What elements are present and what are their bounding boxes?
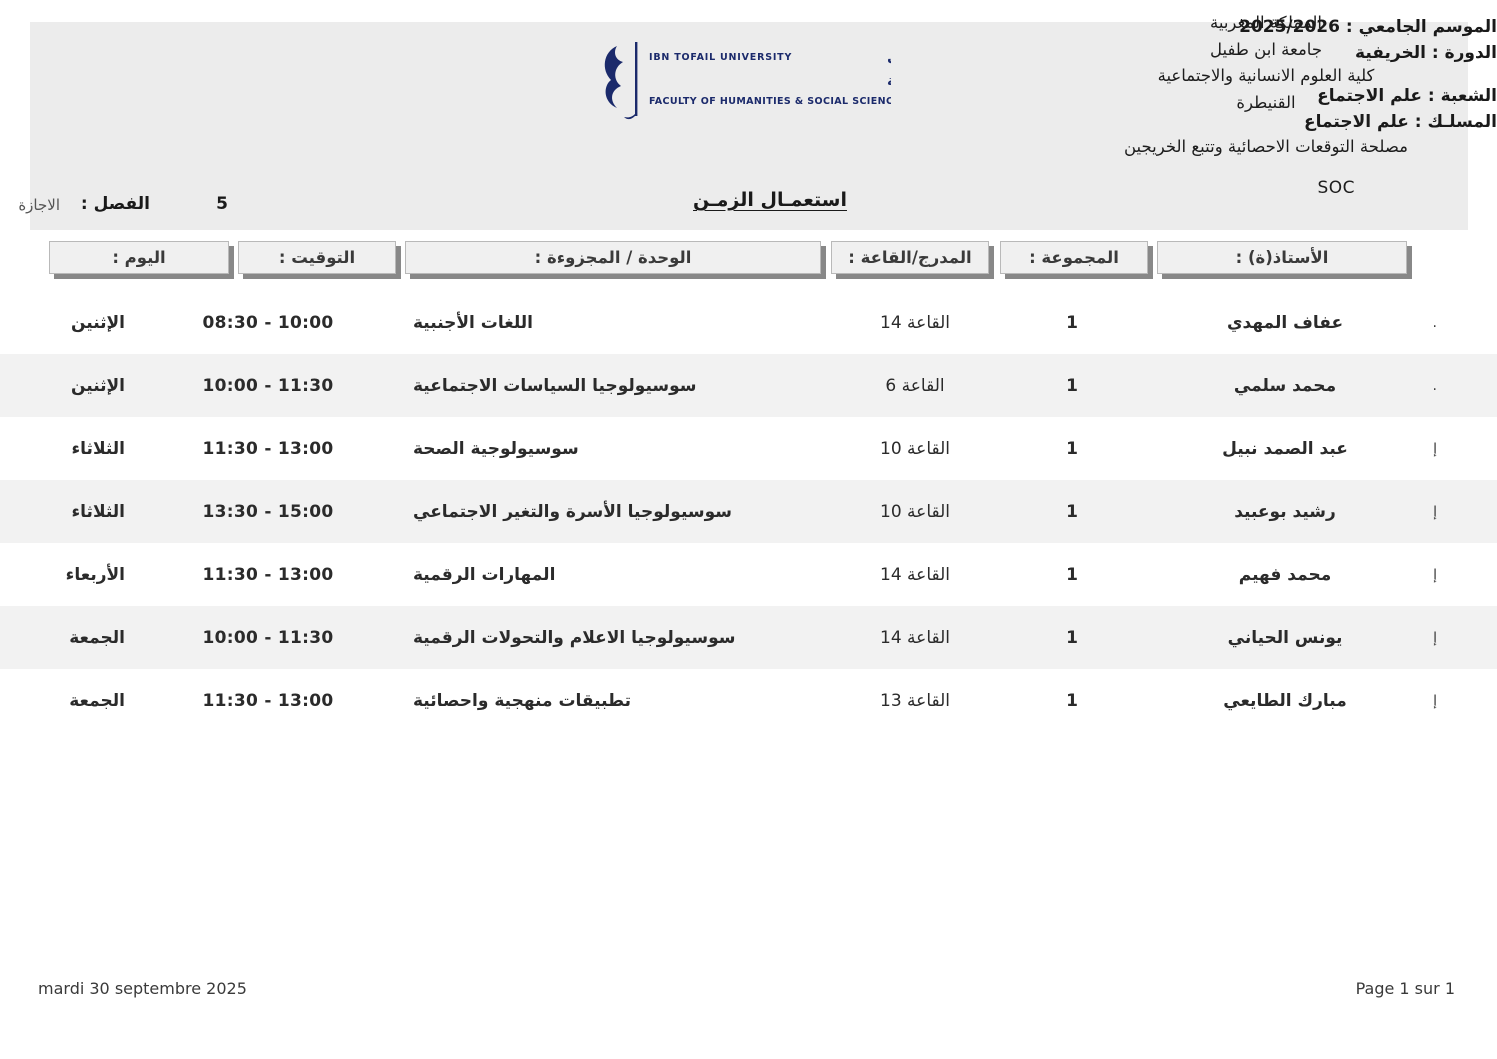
- session-line: الدورة : الخريفية: [1077, 40, 1497, 66]
- cell-time: 10:00 - 11:30: [202, 627, 334, 648]
- cell-room: القاعة 10: [880, 501, 950, 522]
- cell-room: القاعة 10: [880, 438, 950, 459]
- cell-group: 1: [1066, 312, 1078, 333]
- cell-room: القاعة 14: [880, 564, 950, 585]
- program-code: SOC: [1317, 178, 1355, 198]
- track-value: علم الاجتماع: [1304, 112, 1409, 133]
- schedule-table-body: الإثنين 08:30 - 10:00 اللغات الأجنبية القاع…: [0, 291, 1497, 732]
- university-line: جامعة ابن طفيل: [1209, 39, 1323, 59]
- city-line: القنيطرة: [1236, 93, 1296, 113]
- cell-room: القاعة 13: [880, 690, 950, 711]
- cell-time: 11:30 - 13:00: [202, 438, 334, 459]
- column-header-time[interactable]: التوقيت :: [238, 241, 396, 274]
- table-row: الجمعة 11:30 - 13:00 تطبيقات منهجية واحصائ…: [0, 669, 1497, 732]
- ibn-tofail-university-logo: IBN TOFAIL UNIVERSITY جامعة ابن طفيل كلي…: [591, 32, 1116, 128]
- holiday-label: الاجازة: [18, 196, 60, 214]
- cell-extra: إ: [1433, 566, 1437, 583]
- cell-group: 1: [1066, 501, 1078, 522]
- header-meta-left: الموسم الجامعي : 2025/2026 الدورة : الخر…: [1077, 14, 1497, 135]
- table-column-headers: اليوم : التوقيت : الوحدة / المجزوءة : ال…: [0, 241, 1497, 283]
- session-value: الخريفية: [1355, 43, 1426, 64]
- table-row: الجمعة 10:00 - 11:30 سوسيولوجيا الاعلام وا…: [0, 606, 1497, 669]
- branch-line: الشعبة : علم الاجتماع: [1077, 83, 1497, 109]
- cell-day: الثلاثاء: [71, 438, 125, 459]
- kingdom-line: المملكة المغربية: [1210, 13, 1322, 32]
- cell-extra: إ: [1433, 692, 1437, 709]
- cell-room: القاعة 6: [885, 375, 945, 396]
- cell-time: 13:30 - 15:00: [202, 501, 334, 522]
- track-line: المسلـك : علم الاجتماع: [1077, 109, 1497, 135]
- cell-group: 1: [1066, 627, 1078, 648]
- svg-text:جامعة ابن طفيل: جامعة ابن طفيل: [887, 49, 891, 65]
- table-row: الأربعاء 11:30 - 13:00 المهارات الرقمية الق…: [0, 543, 1497, 606]
- academic-year-label: الموسم الجامعي :: [1345, 17, 1497, 37]
- cell-extra: إ: [1433, 503, 1437, 520]
- column-header-room[interactable]: المدرج/القاعة :: [831, 241, 989, 274]
- column-header-day[interactable]: اليوم :: [49, 241, 229, 274]
- cell-time: 10:00 - 11:30: [202, 375, 334, 396]
- cell-day: الإثنين: [70, 312, 125, 333]
- academic-year-value: 2025/2026: [1239, 17, 1340, 37]
- cell-extra: إ: [1433, 440, 1437, 457]
- cell-unit: سوسيولوجيا الأسرة والتغير الاجتماعي: [413, 501, 732, 522]
- cell-room: القاعة 14: [880, 627, 950, 648]
- cell-time: 11:30 - 13:00: [202, 690, 334, 711]
- cell-group: 1: [1066, 564, 1078, 585]
- cell-room: القاعة 14: [880, 312, 950, 333]
- header-organization-block: المملكة المغربية جامعة ابن طفيل كلية الع…: [1051, 10, 1481, 156]
- svg-text:IBN TOFAIL UNIVERSITY: IBN TOFAIL UNIVERSITY: [649, 52, 792, 63]
- cell-day: الإثنين: [70, 375, 125, 396]
- cell-professor: محمد سلمي: [1233, 375, 1337, 396]
- session-label: الدورة :: [1431, 43, 1497, 64]
- cell-unit: سوسيولوجيا السياسات الاجتماعية: [413, 375, 697, 396]
- academic-year-line: الموسم الجامعي : 2025/2026: [1077, 14, 1497, 40]
- branch-value: علم الاجتماع: [1317, 85, 1422, 106]
- cell-group: 1: [1066, 438, 1078, 459]
- cell-professor: رشيد بوعبيد: [1234, 501, 1336, 522]
- semester-label: الفصل :: [80, 194, 150, 214]
- track-label: المسلـك :: [1414, 112, 1497, 133]
- table-row: الثلاثاء 13:30 - 15:00 سوسيولوجيا الأسرة و…: [0, 480, 1497, 543]
- cell-unit: سوسيولوجية الصحة: [413, 438, 579, 459]
- faculty-line: كلية العلوم الانسانية والاجتماعية: [1157, 66, 1375, 86]
- cell-professor: مبارك الطايعي: [1223, 690, 1347, 711]
- svg-text:FACULTY OF HUMANITIES & SOCIA: FACULTY OF HUMANITIES & SOCIAL SCIENCES: [649, 96, 891, 107]
- cell-professor: محمد فهيم: [1238, 564, 1332, 585]
- cell-day: الثلاثاء: [71, 501, 125, 522]
- document-header-band: [30, 22, 1468, 230]
- cell-group: 1: [1066, 690, 1078, 711]
- cell-unit: اللغات الأجنبية: [413, 312, 533, 333]
- table-row: الإثنين 08:30 - 10:00 اللغات الأجنبية القاع…: [0, 291, 1497, 354]
- cell-day: الجمعة: [69, 690, 125, 711]
- cell-unit: المهارات الرقمية: [413, 564, 556, 585]
- footer-date: mardi 30 septembre 2025: [38, 979, 247, 998]
- cell-time: 08:30 - 10:00: [202, 312, 334, 333]
- cell-day: الأربعاء: [65, 564, 125, 585]
- cell-time: 11:30 - 13:00: [202, 564, 334, 585]
- page-title: استعمـال الزمـن: [693, 189, 847, 211]
- column-header-group[interactable]: المجموعة :: [1000, 241, 1148, 274]
- cell-extra: إ: [1433, 629, 1437, 646]
- cell-day: الجمعة: [69, 627, 125, 648]
- cell-professor: يونس الحياني: [1227, 627, 1343, 648]
- semester-value: 5: [216, 194, 228, 214]
- table-row: الإثنين 10:00 - 11:30 سوسيولوجيا السياسات …: [0, 354, 1497, 417]
- cell-group: 1: [1066, 375, 1078, 396]
- cell-professor: عبد الصمد نبيل: [1222, 438, 1348, 459]
- column-header-unit[interactable]: الوحدة / المجزوءة :: [405, 241, 821, 274]
- footer-page-number: Page 1 sur 1: [1355, 979, 1455, 998]
- svg-text:كلية العلوم الإنسانية و الاجتم: كلية العلوم الإنسانية و الاجتماعية: [887, 73, 891, 89]
- table-row: الثلاثاء 11:30 - 13:00 سوسيولوجية الصحة الق…: [0, 417, 1497, 480]
- service-line: مصلحة التوقعات الاحصائية وتتبع الخريجين: [1123, 136, 1408, 156]
- cell-professor: عفاف المهدي: [1226, 312, 1344, 333]
- cell-unit: تطبيقات منهجية واحصائية: [413, 690, 631, 711]
- branch-label: الشعبة :: [1427, 85, 1497, 106]
- cell-extra: .: [1432, 314, 1437, 331]
- cell-extra: .: [1432, 377, 1437, 394]
- column-header-prof[interactable]: الأستاذ(ة) :: [1157, 241, 1407, 274]
- cell-unit: سوسيولوجيا الاعلام والتحولات الرقمية: [413, 627, 736, 648]
